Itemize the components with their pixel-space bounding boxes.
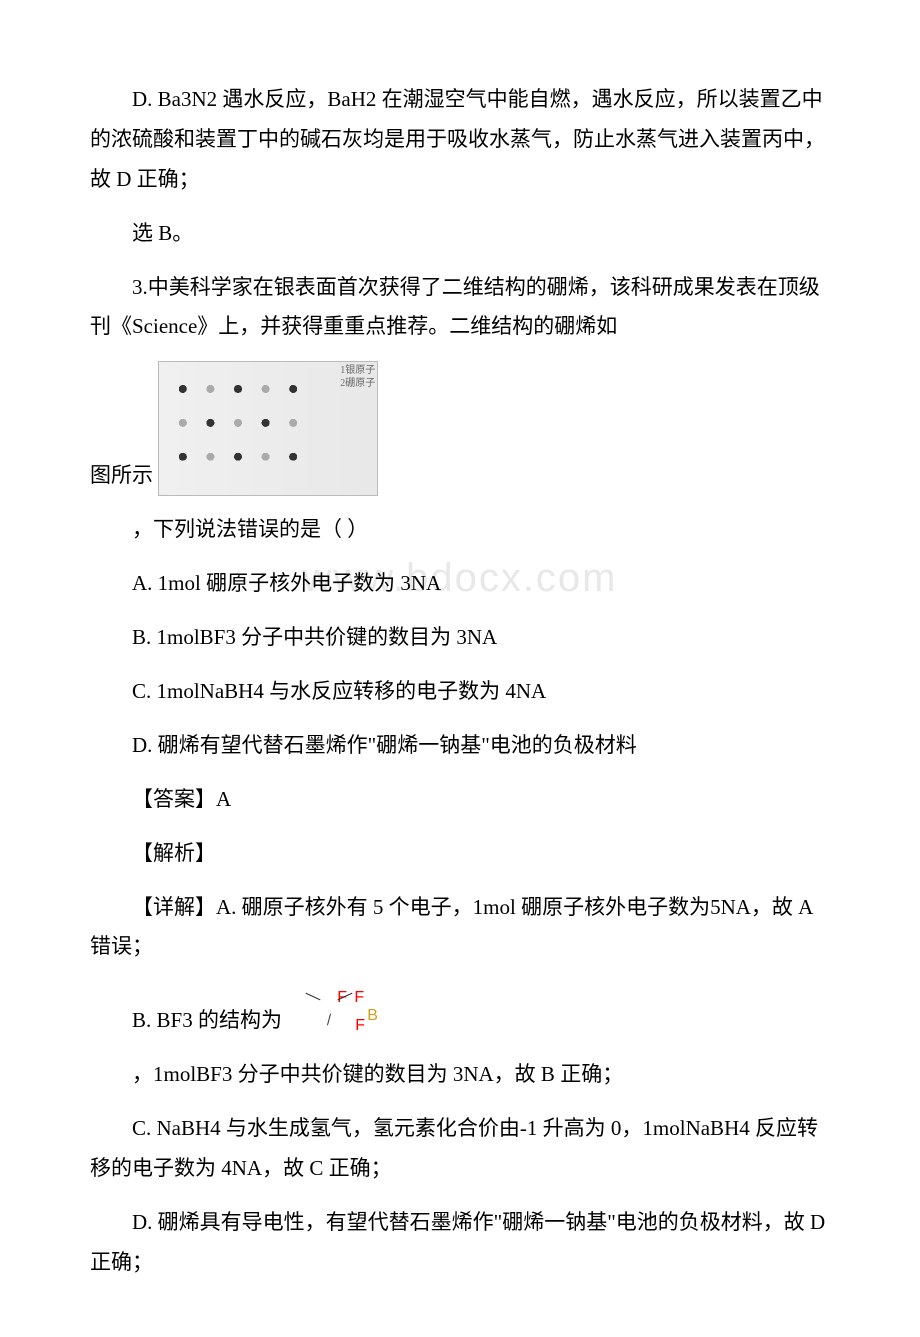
detail-d: D. 硼烯具有导电性，有望代替石墨烯作"硼烯一钠基"电池的负极材料，故 D 正确… (90, 1203, 830, 1283)
analysis-label: 【解析】 (90, 834, 830, 874)
paragraph-answer-b: 选 B。 (90, 214, 830, 254)
document-content: D. Ba3N2 遇水反应，BaH2 在潮湿空气中能自燃，遇水反应，所以装置乙中… (90, 80, 830, 1283)
detail-a: 【详解】A. 硼原子核外有 5 个电子，1mol 硼原子核外电子数为5NA，故 … (90, 888, 830, 968)
borophene-image-labels: 1银原子 2硼原子 (340, 364, 375, 390)
option-b: B. 1molBF3 分子中共价键的数目为 3NA (90, 618, 830, 658)
paragraph-with-bf3-image: B. BF3 的结构为 F F B F (90, 981, 830, 1041)
detail-c: C. NaBH4 与水生成氢气，氢元素化合价由-1 升高为 0，1molNaBH… (90, 1109, 830, 1189)
detail-b: ，1molBF3 分子中共价键的数目为 3NA，故 B 正确； (90, 1055, 830, 1095)
option-c: C. 1molNaBH4 与水反应转移的电子数为 4NA (90, 672, 830, 712)
option-a: A. 1mol 硼原子核外电子数为 3NA (90, 564, 830, 604)
borophene-structure-image: 1银原子 2硼原子 (158, 361, 378, 496)
bf3-pre-text: B. BF3 的结构为 (132, 1008, 282, 1032)
silver-atom-label: 1银原子 (340, 365, 375, 376)
option-d: D. 硼烯有望代替石墨烯作"硼烯一钠基"电池的负极材料 (90, 726, 830, 766)
paragraph-with-borophene-image: 图所示 1银原子 2硼原子 (90, 361, 830, 496)
answer-label: 【答案】A (90, 780, 830, 820)
pre-image-text: 图所示 (90, 463, 153, 487)
boron-atom-label: 2硼原子 (340, 378, 375, 389)
paragraph-question-prompt: ，下列说法错误的是（ ） (90, 510, 830, 550)
paragraph-d-explanation: D. Ba3N2 遇水反应，BaH2 在潮湿空气中能自燃，遇水反应，所以装置乙中… (90, 80, 830, 200)
bf3-f-bottom: F (313, 1011, 365, 1041)
paragraph-question-3-intro: 3.中美科学家在银表面首次获得了二维结构的硼烯，该科研成果发表在顶级刊《Scie… (90, 268, 830, 348)
bf3-structure-image: F F B F (287, 981, 372, 1041)
